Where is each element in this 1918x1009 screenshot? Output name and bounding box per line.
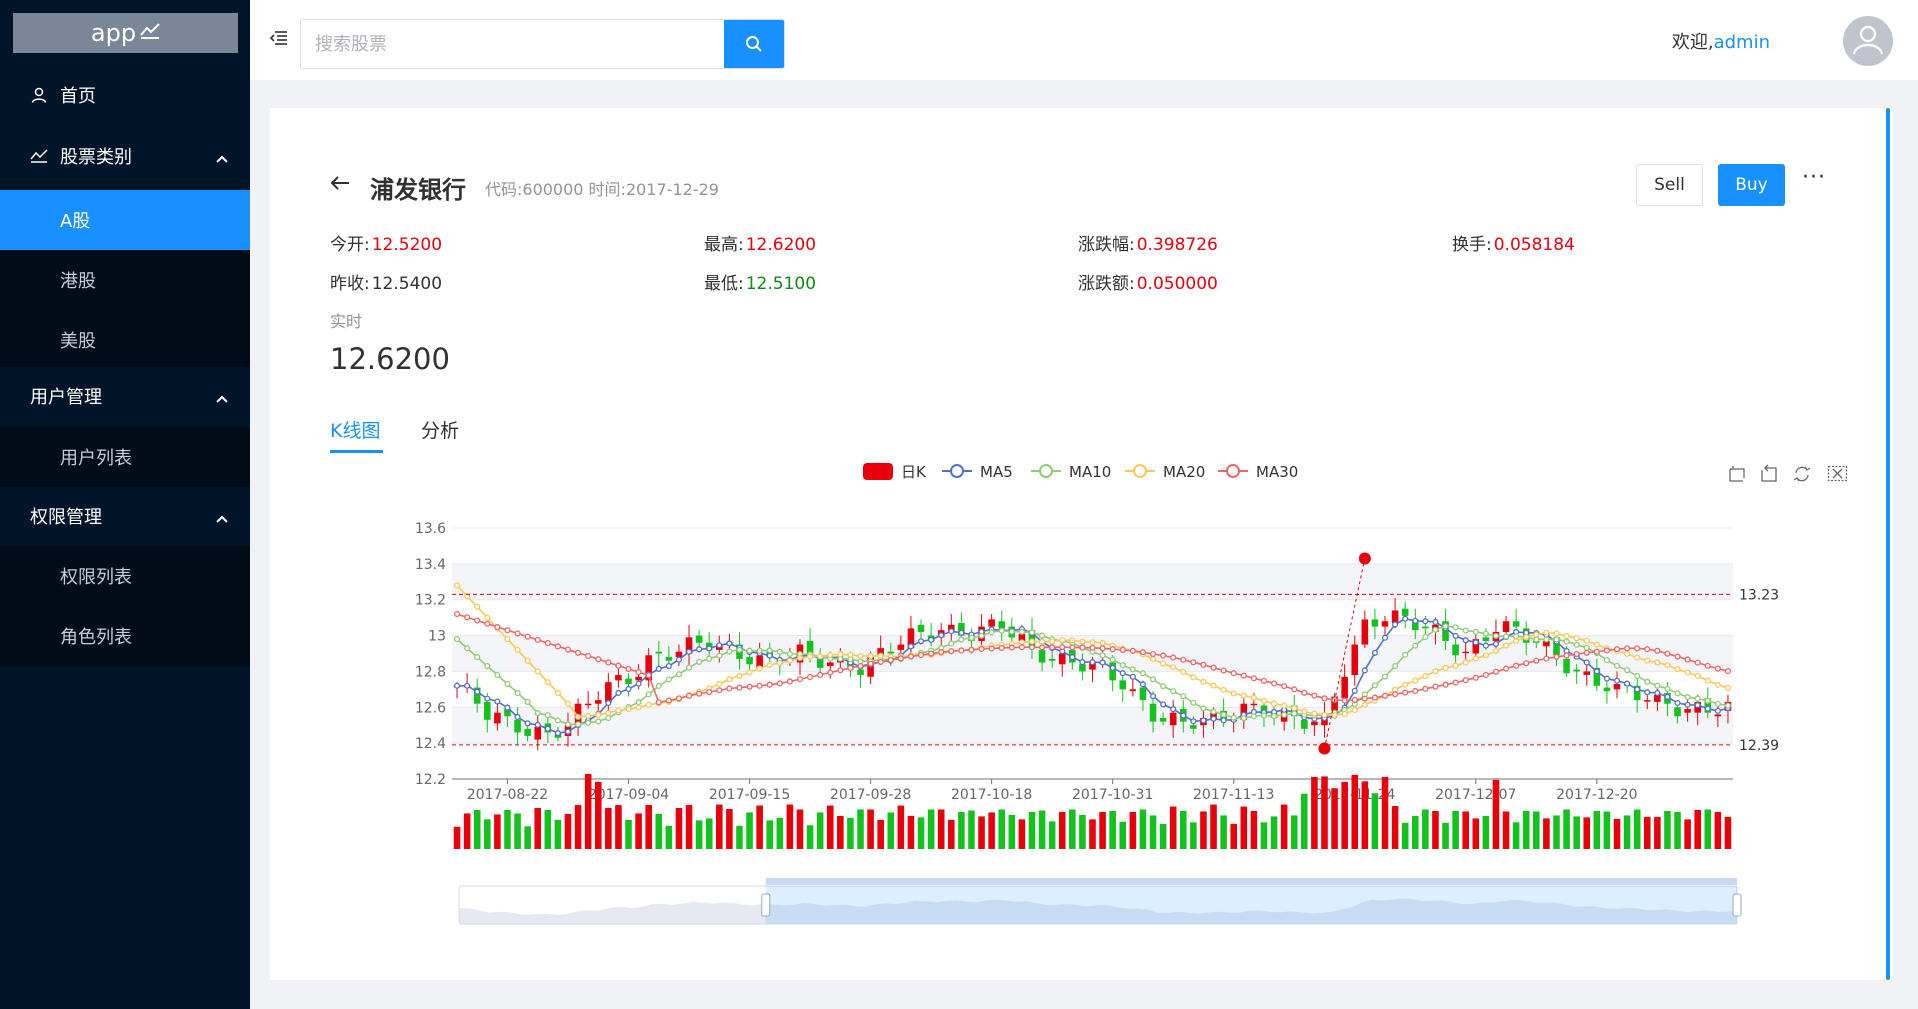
sidebar-item-label: 用户管理 <box>30 387 102 408</box>
stat-change-pct: 涨跌幅: 0.398726 <box>1078 230 1218 255</box>
sidebar-item-label: 角色列表 <box>60 627 132 648</box>
chevron-up-icon <box>216 147 228 168</box>
sidebar-item-label: 权限列表 <box>60 567 132 588</box>
top-header: 欢迎,admin <box>250 0 1918 80</box>
legend-item-MA10[interactable]: MA10 <box>1031 463 1111 481</box>
sidebar-item-label: A股 <box>60 211 91 232</box>
stock-name: 浦发银行 <box>370 176 466 204</box>
chart-line-icon <box>140 21 160 45</box>
sidebar-item-label: 美股 <box>60 331 96 352</box>
stat-change-amt-value: 0.050000 <box>1136 274 1218 294</box>
submenu-permission-management <box>0 546 250 666</box>
sidebar-item-home[interactable]: 首页 <box>0 65 250 125</box>
stat-high-value: 12.6200 <box>745 235 817 255</box>
stat-change-pct-label: 涨跌幅: <box>1078 235 1135 255</box>
tab-analysis[interactable]: 分析 <box>421 420 460 442</box>
chart-line-icon <box>30 148 48 164</box>
legend-swatch-dot <box>1039 464 1053 478</box>
sidebar-item-hk-share[interactable]: 港股 <box>0 250 250 310</box>
legend-swatch <box>863 463 893 480</box>
sidebar: app 首页 股票类别 A股 港股 美股 用户管理 用户列表 <box>0 0 250 1009</box>
legend-item-日K[interactable]: 日K <box>863 463 927 481</box>
app-logo-text: app <box>90 19 137 47</box>
welcome-prefix: 欢迎, <box>1671 32 1714 53</box>
app-logo[interactable]: app <box>13 13 238 53</box>
legend-label: MA5 <box>980 463 1013 481</box>
stat-turnover-value: 0.058184 <box>1493 235 1575 255</box>
sidebar-item-label: 首页 <box>60 86 96 107</box>
chart-legend: 日K MA5 MA10 MA20 MA30 <box>863 463 1298 481</box>
user-icon <box>30 87 48 103</box>
stat-high: 最高: 12.6200 <box>704 230 816 255</box>
zoom-move-handle[interactable] <box>765 878 1737 885</box>
submenu-user-management <box>0 427 250 487</box>
chart-toolbox <box>1729 464 1848 482</box>
zoom-reset-icon[interactable] <box>1761 464 1777 482</box>
restore-icon[interactable] <box>1793 466 1811 482</box>
legend-label: 日K <box>901 463 927 481</box>
sidebar-item-label: 股票类别 <box>60 147 132 168</box>
search-input[interactable] <box>301 20 724 68</box>
sidebar-item-permission-management[interactable]: 权限管理 <box>0 486 250 546</box>
user-avatar-icon <box>1851 22 1885 61</box>
sidebar-item-label: 港股 <box>60 271 96 292</box>
avatar[interactable] <box>1843 16 1893 66</box>
sidebar-item-label: 权限管理 <box>30 507 102 528</box>
chevron-up-icon <box>216 387 228 408</box>
tab-kline[interactable]: K线图 <box>330 420 381 442</box>
sidebar-item-user-list[interactable]: 用户列表 <box>0 427 250 487</box>
stat-prev-close: 昨收: 12.5400 <box>330 269 442 294</box>
welcome-text: 欢迎,admin <box>1672 28 1770 54</box>
stat-low: 最低: 12.5100 <box>704 269 816 294</box>
more-options-icon[interactable]: ··· <box>1802 165 1826 190</box>
sidebar-item-a-share[interactable]: A股 <box>0 190 250 250</box>
zoom-select-icon[interactable] <box>1729 466 1745 482</box>
buy-button[interactable]: Buy <box>1718 164 1785 206</box>
active-tab-indicator <box>330 450 383 453</box>
realtime-label: 实时 <box>330 312 363 331</box>
menu-fold-icon[interactable] <box>269 30 288 51</box>
stat-change-amt-label: 涨跌额: <box>1078 274 1135 294</box>
legend-swatch-dot <box>950 464 964 478</box>
stat-prev-close-label: 昨收: <box>330 274 370 294</box>
chevron-up-icon <box>216 507 228 528</box>
search-button[interactable] <box>724 20 784 68</box>
legend-label: MA10 <box>1069 463 1111 481</box>
stat-high-label: 最高: <box>704 235 744 255</box>
zoom-handle-right[interactable] <box>1732 893 1742 917</box>
search-icon <box>745 35 763 56</box>
stat-open: 今开: 12.5200 <box>330 230 442 255</box>
stat-open-value: 12.5200 <box>371 235 443 255</box>
legend-item-MA20[interactable]: MA20 <box>1125 463 1205 481</box>
stat-change-pct-value: 0.398726 <box>1136 235 1218 255</box>
scrollbar[interactable] <box>1886 108 1890 980</box>
sell-button[interactable]: Sell <box>1636 164 1703 206</box>
legend-label: MA20 <box>1163 463 1205 481</box>
search-box <box>300 19 785 69</box>
username-link[interactable]: admin <box>1713 32 1770 53</box>
legend-label: MA30 <box>1256 463 1298 481</box>
legend-item-MA30[interactable]: MA30 <box>1218 463 1298 481</box>
back-arrow-icon[interactable] <box>330 175 350 196</box>
save-image-icon[interactable] <box>1827 465 1848 482</box>
sidebar-item-us-share[interactable]: 美股 <box>0 310 250 370</box>
stat-low-value: 12.5100 <box>745 274 817 294</box>
stock-meta: 代码:600000 时间:2017-12-29 <box>485 180 719 199</box>
realtime-price: 12.6200 <box>330 342 450 376</box>
sidebar-item-user-management[interactable]: 用户管理 <box>0 366 250 426</box>
legend-item-MA5[interactable]: MA5 <box>942 463 1013 481</box>
stat-turnover-label: 换手: <box>1452 235 1492 255</box>
sidebar-item-stock-category[interactable]: 股票类别 <box>0 126 250 186</box>
legend-swatch-dot <box>1133 464 1147 478</box>
sidebar-item-permission-list[interactable]: 权限列表 <box>0 546 250 606</box>
stat-open-label: 今开: <box>330 235 370 255</box>
stat-low-label: 最低: <box>704 274 744 294</box>
stat-prev-close-value: 12.5400 <box>371 274 443 294</box>
sidebar-item-label: 用户列表 <box>60 448 132 469</box>
zoom-handle-left[interactable] <box>761 893 771 917</box>
legend-swatch-dot <box>1226 464 1240 478</box>
sidebar-item-role-list[interactable]: 角色列表 <box>0 606 250 666</box>
stat-change-amt: 涨跌额: 0.050000 <box>1078 269 1218 294</box>
stat-turnover: 换手: 0.058184 <box>1452 230 1575 255</box>
